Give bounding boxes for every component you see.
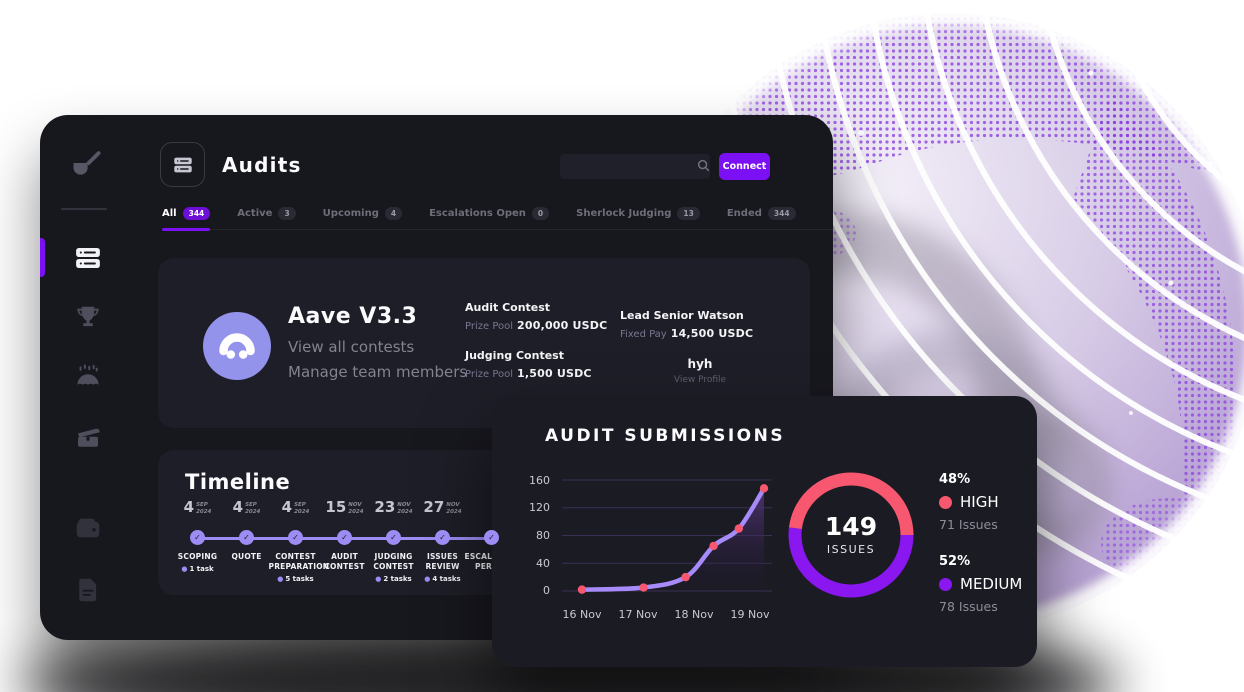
umbrella-rain-icon	[77, 364, 99, 385]
judging-prize-row: Prize Pool 1,500 USDC	[465, 367, 592, 380]
tab-count-badge: 344	[182, 207, 211, 220]
medium-percent: 52%	[939, 554, 971, 569]
tab-count-badge: 13	[677, 207, 700, 220]
x-tick: 17 Nov	[618, 608, 658, 621]
audit-submissions-card: AUDIT SUBMISSIONS 160 120 80 40 0 16 Nov…	[492, 396, 1037, 667]
page-title: Audits	[222, 153, 302, 177]
issues-total: 149	[824, 512, 878, 541]
tab-all[interactable]: All 344	[162, 207, 211, 231]
search-box[interactable]	[560, 154, 710, 179]
milestone-scoping: 4 SEP 2024 ✓ SCOPING ● 1 task	[177, 498, 218, 574]
check-icon: ✓	[239, 530, 254, 545]
issues-donut-chart: 149 ISSUES	[784, 468, 918, 602]
check-icon: ✓	[288, 530, 303, 545]
sherlock-pipe-logo-icon	[66, 143, 106, 183]
connect-button[interactable]: Connect	[719, 153, 770, 180]
timeline-title: Timeline	[185, 470, 291, 494]
high-percent: 48%	[939, 472, 971, 487]
tab-count-badge: 344	[767, 207, 796, 220]
sidebar-item-wallet[interactable]	[73, 513, 103, 543]
judging-contest-label: Judging Contest	[465, 349, 564, 362]
project-name: Aave V3.3	[288, 304, 418, 329]
tab-count-badge: 0	[531, 207, 550, 220]
audit-submissions-title: AUDIT SUBMISSIONS	[545, 426, 786, 446]
search-input[interactable]	[560, 161, 697, 172]
high-dot-icon	[939, 495, 952, 509]
trophy-icon	[77, 306, 99, 327]
wallet-icon	[76, 518, 100, 538]
page-icon-box	[160, 142, 205, 187]
medium-issues: 78 Issues	[939, 599, 998, 614]
medium-dot-icon	[939, 577, 952, 591]
project-card: Aave V3.3 View all contests Manage team …	[158, 258, 810, 428]
check-icon: ✓	[435, 530, 450, 545]
server-icon	[76, 248, 100, 268]
x-tick: 19 Nov	[730, 608, 770, 621]
audit-prize-row: Prize Pool 200,000 USDC	[465, 319, 608, 332]
milestone-escalation-period: ✓ ESCALATION PERIOD ●	[465, 500, 519, 583]
sidebar-item-audits[interactable]	[73, 243, 103, 273]
check-icon: ✓	[386, 530, 401, 545]
sidebar-item-coverage[interactable]	[73, 363, 103, 393]
aave-logo-icon	[203, 312, 271, 380]
check-icon: ✓	[190, 530, 205, 545]
tab-ended[interactable]: Ended 344	[727, 207, 796, 220]
y-tick: 120	[529, 501, 550, 514]
tabs-row: All 344 Active 3 Upcoming 4 Escalations Ope…	[162, 207, 833, 231]
audit-contest-label: Audit Contest	[465, 301, 551, 314]
tab-active[interactable]: Active 3	[237, 207, 296, 220]
tab-sherlock-judging[interactable]: Sherlock Judging 13	[576, 207, 700, 220]
document-icon	[79, 578, 97, 602]
search-icon	[697, 157, 710, 176]
high-issues: 71 Issues	[939, 517, 998, 532]
server-icon	[173, 157, 192, 172]
y-tick: 0	[543, 584, 550, 597]
tab-count-badge: 4	[384, 207, 403, 220]
sidebar-divider	[61, 208, 107, 210]
active-nav-indicator	[40, 238, 45, 277]
tab-escalations-open[interactable]: Escalations Open 0	[429, 207, 550, 220]
watson-name: hyh	[687, 357, 713, 371]
donut-legend: 48% HIGH 71 Issues 52% MEDIUM 78 Issues	[939, 472, 1022, 614]
x-tick: 16 Nov	[562, 608, 602, 621]
submissions-line-chart	[562, 479, 772, 594]
timeline-milestones: 4 SEP 2024 ✓ SCOPING ● 1 task 4 SEP 2024 ✓ QU…	[173, 498, 519, 584]
issues-label: ISSUES	[826, 543, 876, 556]
milestone-issues-review: 27 NOV 2024 ✓ ISSUES REVIEW ● 4 tasks	[423, 498, 462, 584]
view-all-contests-link[interactable]: View all contests	[288, 338, 415, 356]
lead-senior-watson-label: Lead Senior Watson	[620, 309, 744, 322]
check-icon: ✓	[484, 530, 499, 545]
tab-upcoming[interactable]: Upcoming 4	[323, 207, 403, 220]
medium-label: MEDIUM	[960, 575, 1023, 593]
x-tick: 18 Nov	[674, 608, 714, 621]
milestone-judging-contest: 23 NOV 2024 ✓ JUDGING CONTEST ● 2 tasks	[373, 498, 414, 584]
y-tick: 40	[536, 557, 550, 570]
sidebar-item-bounties[interactable]	[73, 423, 103, 453]
timeline-connector-line	[197, 537, 509, 540]
milestone-contest-preparation: 4 SEP 2024 ✓ CONTEST PREPARATION ● 5 tasks	[268, 498, 330, 584]
treasure-chest-icon	[78, 428, 100, 447]
sidebar-item-contests[interactable]	[73, 303, 103, 333]
tab-count-badge: 3	[278, 207, 296, 220]
manage-team-members-link[interactable]: Manage team members	[288, 363, 468, 381]
high-label: HIGH	[960, 493, 999, 511]
fixed-pay-row: Fixed Pay 14,500 USDC	[620, 327, 754, 340]
check-icon: ✓	[337, 530, 352, 545]
sidebar-item-documents[interactable]	[73, 575, 103, 605]
sidebar	[40, 115, 148, 640]
view-profile-link[interactable]: View Profile	[673, 375, 727, 385]
y-tick: 80	[536, 529, 550, 542]
y-tick: 160	[529, 474, 550, 487]
